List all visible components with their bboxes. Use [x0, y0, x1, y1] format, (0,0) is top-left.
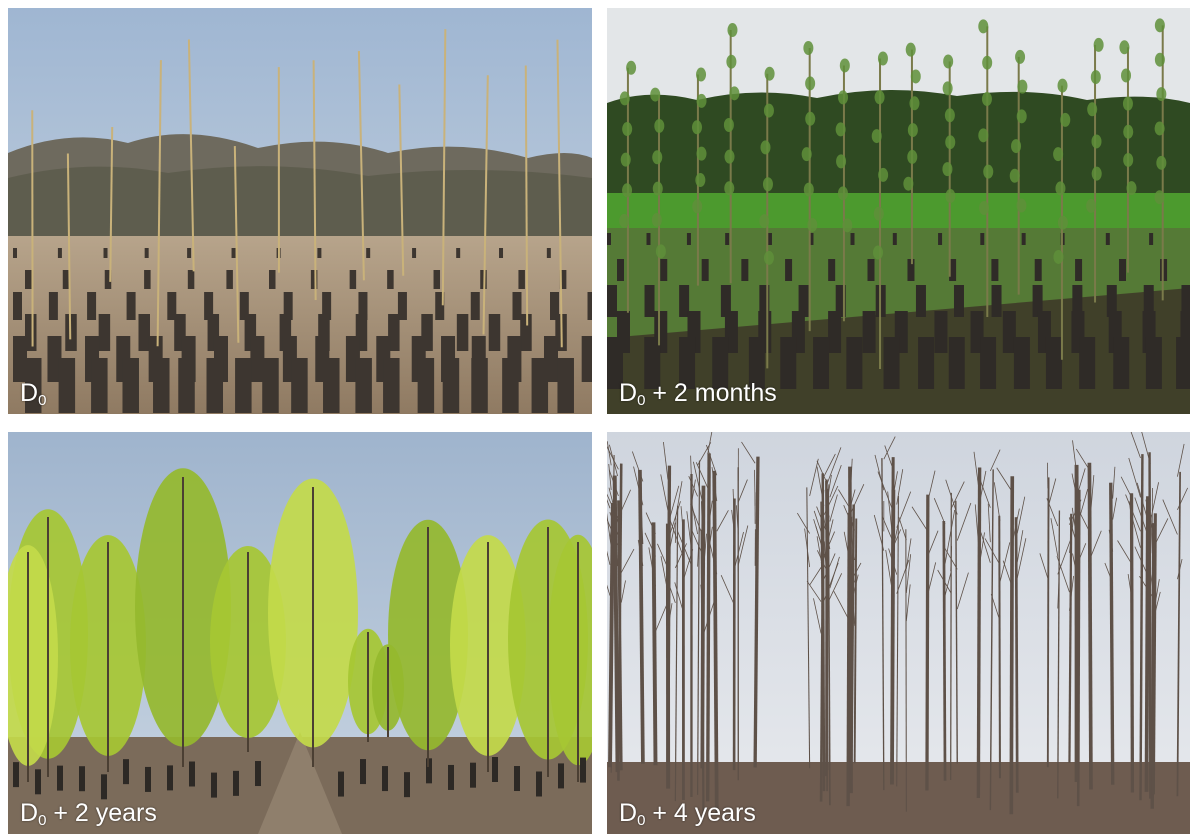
panel-caption: D0 + 2 years	[20, 801, 157, 828]
photo-panel-d0-4-years: D0 + 4 years	[607, 432, 1190, 834]
panel-caption: D0 + 2 months	[619, 381, 777, 408]
planting-photo	[8, 8, 592, 414]
panel-caption: D0 + 4 years	[619, 801, 756, 828]
panel-caption: D0	[20, 381, 46, 408]
photo-panel-d0-2-months: D0 + 2 months	[607, 8, 1190, 414]
four-years-photo	[607, 432, 1190, 834]
two-months-photo	[607, 8, 1190, 414]
two-years-photo	[8, 432, 592, 834]
photo-panel-d0-2-years: D0 + 2 years	[8, 432, 592, 834]
photo-panel-d0: D0	[8, 8, 592, 414]
